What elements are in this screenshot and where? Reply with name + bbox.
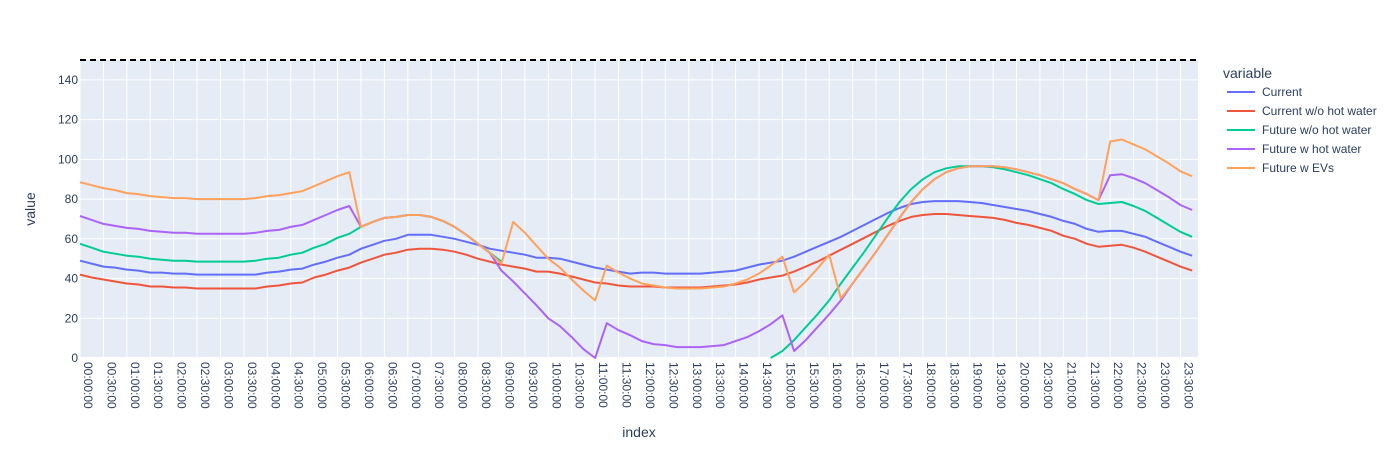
legend-item-label: Future w/o hot water — [1262, 123, 1371, 137]
x-tick-label: 16:30:00 — [854, 362, 868, 409]
x-tick-label: 03:00:00 — [221, 362, 235, 409]
x-tick-label: 13:00:00 — [690, 362, 704, 409]
x-tick-label: 09:00:00 — [502, 362, 516, 409]
x-tick-label: 10:00:00 — [549, 362, 563, 409]
x-tick-label: 19:00:00 — [971, 362, 985, 409]
x-tick-label: 11:30:00 — [620, 362, 634, 408]
x-tick-label: 14:30:00 — [760, 362, 774, 409]
y-tick-label: 80 — [65, 192, 79, 206]
x-tick-label: 00:30:00 — [104, 362, 118, 409]
x-axis-title: index — [622, 424, 655, 440]
y-tick-label: 0 — [71, 351, 78, 365]
x-tick-label: 16:00:00 — [830, 362, 844, 409]
x-tick-label: 04:30:00 — [292, 362, 306, 409]
x-tick-label: 15:30:00 — [807, 362, 821, 409]
x-tick-label: 03:30:00 — [245, 362, 259, 409]
x-tick-label: 01:00:00 — [128, 362, 142, 409]
x-tick-label: 21:00:00 — [1064, 362, 1078, 409]
x-tick-label: 23:30:00 — [1181, 362, 1195, 409]
x-tick-label: 01:30:00 — [151, 362, 165, 409]
y-tick-label: 60 — [65, 232, 79, 246]
x-axis-ticks: 00:00:00 00:30:00 01:00:00 01:30:00 02:00:00… — [81, 362, 1195, 409]
x-tick-label: 20:00:00 — [1018, 362, 1032, 409]
x-tick-label: 20:30:00 — [1041, 362, 1055, 409]
series-lines — [79, 138, 1193, 359]
plot-area — [80, 60, 1198, 358]
x-tick-label: 10:30:00 — [573, 362, 587, 409]
legend-item-label: Future w hot water — [1262, 142, 1361, 156]
x-tick-label: 06:30:00 — [385, 362, 399, 409]
y-tick-label: 100 — [58, 152, 78, 166]
series-line-0 — [79, 200, 1193, 276]
x-tick-label: 07:00:00 — [409, 362, 423, 409]
x-tick-label: 08:00:00 — [456, 362, 470, 409]
x-tick-label: 19:30:00 — [994, 362, 1008, 409]
x-tick-label: 07:30:00 — [432, 362, 446, 409]
series-line-1 — [79, 213, 1193, 290]
x-tick-label: 15:00:00 — [783, 362, 797, 409]
gridlines — [79, 60, 1198, 359]
x-tick-label: 04:00:00 — [268, 362, 282, 409]
x-tick-label: 08:30:00 — [479, 362, 493, 409]
y-axis-ticks: 0 20 40 60 80 100 120 140 — [58, 73, 78, 365]
x-tick-label: 17:00:00 — [877, 362, 891, 409]
x-tick-label: 13:30:00 — [713, 362, 727, 409]
x-tick-label: 02:30:00 — [198, 362, 212, 409]
y-tick-label: 140 — [58, 73, 78, 87]
x-tick-label: 22:00:00 — [1111, 362, 1125, 409]
x-tick-label: 00:00:00 — [81, 362, 95, 409]
legend-item-label: Current — [1262, 85, 1303, 99]
legend-title: variable — [1223, 65, 1272, 81]
x-tick-label: 22:30:00 — [1135, 362, 1149, 409]
legend-item-label: Future w EVs — [1262, 161, 1334, 175]
y-tick-label: 40 — [65, 272, 79, 286]
x-tick-label: 18:00:00 — [924, 362, 938, 409]
y-axis-title: value — [22, 192, 38, 226]
x-tick-label: 12:30:00 — [666, 362, 680, 409]
x-tick-label: 05:00:00 — [315, 362, 329, 409]
x-tick-label: 21:30:00 — [1088, 362, 1102, 409]
x-tick-label: 12:00:00 — [643, 362, 657, 409]
x-tick-label: 06:00:00 — [362, 362, 376, 409]
x-tick-label: 02:00:00 — [175, 362, 189, 409]
x-tick-label: 14:00:00 — [737, 362, 751, 409]
legend-item-label: Current w/o hot water — [1262, 104, 1377, 118]
legend: variable Current Current w/o hot water Fut… — [1223, 65, 1377, 175]
x-tick-label: 23:00:00 — [1158, 362, 1172, 409]
x-tick-label: 05:30:00 — [339, 362, 353, 409]
y-tick-label: 20 — [65, 311, 79, 325]
x-tick-label: 17:30:00 — [900, 362, 914, 409]
y-tick-label: 120 — [58, 113, 78, 127]
series-line-4 — [79, 138, 1193, 302]
x-tick-label: 11:00:00 — [596, 362, 610, 408]
x-tick-label: 09:30:00 — [526, 362, 540, 409]
x-tick-label: 18:30:00 — [947, 362, 961, 409]
